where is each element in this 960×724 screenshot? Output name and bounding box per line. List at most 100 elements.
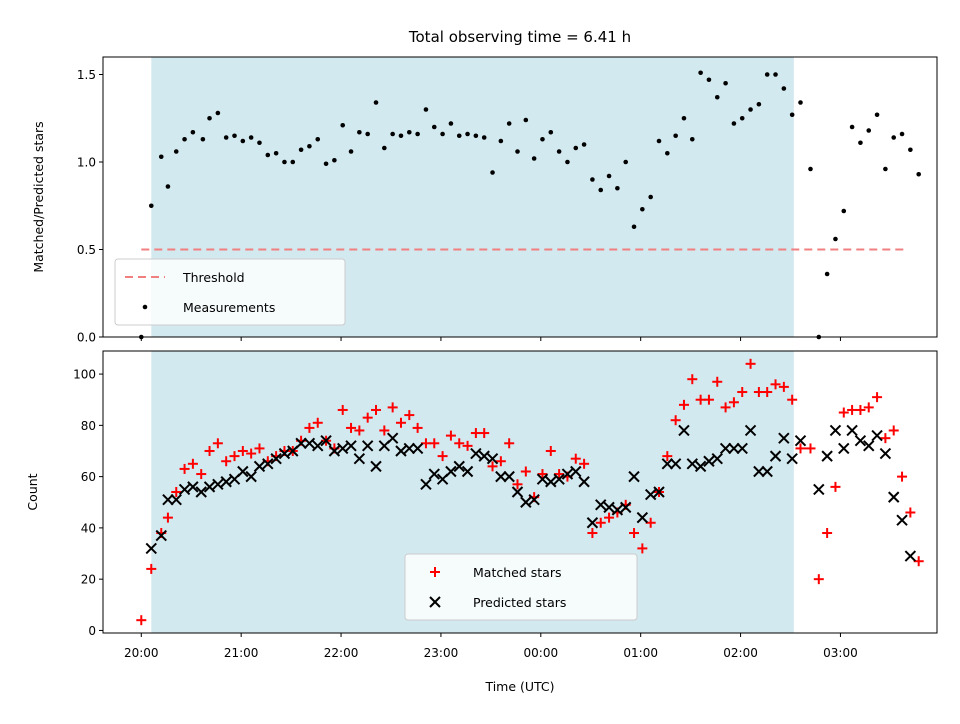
measurement-point bbox=[899, 131, 905, 137]
matched-point bbox=[179, 463, 190, 474]
matched-point bbox=[429, 438, 440, 449]
matched-point bbox=[762, 387, 773, 398]
measurement-point bbox=[357, 129, 362, 135]
x-stroke-b bbox=[603, 501, 615, 514]
matched-point bbox=[346, 422, 357, 433]
predicted-point bbox=[728, 442, 740, 455]
measurement-point bbox=[456, 133, 462, 139]
legend-matched-label: Matched stars bbox=[473, 565, 561, 580]
x-stroke-b bbox=[595, 499, 607, 511]
x-stroke-b bbox=[879, 447, 892, 460]
legend-x-marker bbox=[429, 596, 441, 608]
measurement-point bbox=[440, 131, 445, 137]
x-stroke-b bbox=[871, 429, 883, 442]
matched-point bbox=[863, 402, 874, 413]
y-tick-label: 0.5 bbox=[77, 243, 96, 257]
bottom-ylabel: Count bbox=[25, 473, 40, 510]
y-tick-label: 0 bbox=[88, 624, 96, 638]
x-stroke-b bbox=[278, 447, 291, 460]
bottom-legend-box bbox=[404, 553, 638, 621]
x-stroke-b bbox=[888, 491, 900, 503]
x-stroke-b bbox=[503, 470, 515, 483]
x-stroke-b bbox=[453, 460, 465, 473]
matched-point bbox=[187, 458, 198, 469]
measurement-point bbox=[373, 100, 379, 105]
measurement-point bbox=[598, 187, 604, 193]
x-stroke-b bbox=[586, 517, 599, 529]
predicted-point bbox=[478, 450, 490, 462]
predicted-point bbox=[237, 465, 249, 478]
measurement-point bbox=[207, 115, 212, 121]
predicted-point bbox=[619, 501, 632, 514]
predicted-point bbox=[628, 470, 640, 483]
predicted-point bbox=[863, 440, 875, 452]
matched-point bbox=[520, 466, 531, 477]
predicted-point bbox=[703, 455, 715, 467]
predicted-point bbox=[155, 529, 167, 542]
matched-point bbox=[196, 469, 207, 480]
predicted-point bbox=[821, 450, 833, 462]
matched-point bbox=[229, 451, 240, 462]
measurement-point bbox=[382, 145, 387, 151]
measurement-point bbox=[398, 133, 404, 139]
y-tick-label: 60 bbox=[81, 470, 96, 484]
top-panel: 0.0 0.5 1.0 1.5 Total observing time = 6.41… bbox=[31, 28, 938, 345]
measurement-point bbox=[307, 143, 312, 149]
measurement-point bbox=[731, 121, 737, 126]
x-tick-label: 20:00 bbox=[124, 646, 159, 660]
x-stroke-b bbox=[846, 424, 858, 437]
x-stroke-b bbox=[445, 465, 457, 478]
matched-point bbox=[897, 471, 908, 482]
x-stroke-b bbox=[395, 445, 407, 457]
matched-point bbox=[703, 394, 714, 405]
predicted-point bbox=[553, 473, 565, 485]
x-stroke-b bbox=[778, 432, 790, 444]
measurement-point bbox=[190, 129, 196, 135]
x-stroke-b bbox=[686, 458, 699, 470]
measurement-point bbox=[681, 115, 687, 121]
predicted-point bbox=[453, 460, 465, 473]
matched-point bbox=[136, 615, 147, 626]
predicted-point bbox=[854, 435, 867, 447]
x-stroke-b bbox=[187, 481, 199, 493]
predicted-point bbox=[345, 440, 357, 452]
predicted-point bbox=[694, 460, 707, 473]
measurement-point bbox=[631, 224, 637, 230]
predicted-point bbox=[420, 478, 432, 491]
x-stroke-b bbox=[578, 476, 590, 488]
x-tick-label: 03:00 bbox=[823, 646, 858, 660]
x-stroke-b bbox=[495, 470, 507, 483]
x-stroke-b bbox=[470, 447, 482, 460]
measurement-point bbox=[240, 138, 246, 144]
predicted-point bbox=[253, 460, 266, 473]
matched-point bbox=[362, 412, 373, 423]
measurement-point bbox=[365, 131, 370, 137]
measurement-point bbox=[789, 112, 795, 118]
x-stroke-b bbox=[429, 596, 441, 608]
predicted-point bbox=[295, 437, 307, 449]
predicted-point bbox=[170, 493, 182, 506]
measurement-point bbox=[748, 107, 753, 112]
measurement-point bbox=[706, 77, 712, 83]
matched-point bbox=[595, 517, 606, 528]
measurement-point bbox=[874, 112, 880, 118]
measurement-point bbox=[498, 138, 504, 144]
matched-point bbox=[412, 422, 423, 433]
x-tick-label: 01:00 bbox=[623, 646, 658, 660]
predicted-point bbox=[395, 445, 407, 457]
matched-point bbox=[254, 443, 265, 454]
measurement-point bbox=[348, 149, 354, 154]
predicted-point bbox=[829, 424, 842, 437]
matched-point bbox=[512, 479, 523, 490]
predicted-point bbox=[536, 473, 549, 485]
x-stroke-b bbox=[669, 458, 682, 470]
top-legend: Threshold Measurements bbox=[114, 258, 346, 326]
predicted-point bbox=[270, 452, 282, 465]
measurement-point bbox=[465, 131, 470, 137]
predicted-point bbox=[719, 442, 732, 455]
matched-point bbox=[720, 402, 731, 413]
matched-point bbox=[678, 399, 689, 410]
predicted-point bbox=[212, 478, 224, 491]
measurement-point bbox=[866, 128, 872, 133]
matched-point bbox=[570, 453, 581, 464]
